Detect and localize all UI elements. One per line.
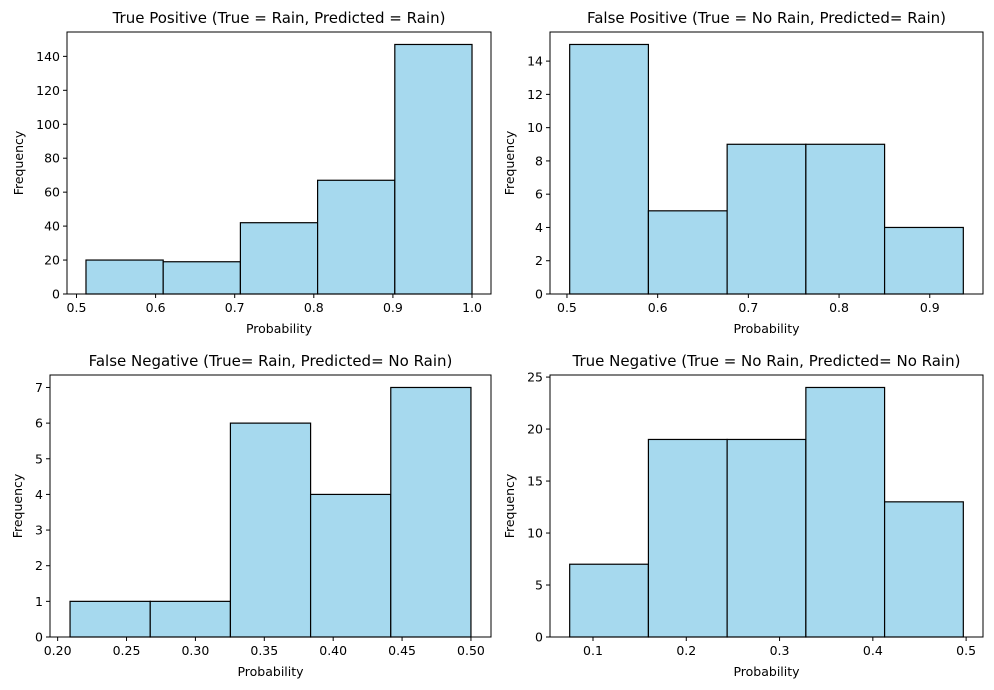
axes-frame <box>549 31 984 295</box>
x-tick-label: 0.30 <box>181 643 209 658</box>
y-tick-label: 25 <box>527 370 543 385</box>
histogram-bar <box>69 600 151 638</box>
histogram-bar <box>394 43 473 295</box>
y-tick-label: 20 <box>44 253 60 268</box>
y-tick-label: 0 <box>52 287 60 302</box>
histogram-bar <box>569 43 650 295</box>
histogram-bar <box>805 143 886 295</box>
y-tick-label: 10 <box>527 526 543 541</box>
histogram-bar <box>647 210 728 295</box>
x-tick-label: 0.5 <box>67 300 87 315</box>
y-tick-label: 4 <box>35 487 43 502</box>
histogram-bar <box>149 600 232 638</box>
x-tick-label: 0.45 <box>388 643 416 658</box>
histogram-bar <box>85 259 164 295</box>
x-tick-label: 0.2 <box>676 643 696 658</box>
histogram-bar <box>239 222 319 295</box>
y-tick-label: 5 <box>35 451 43 466</box>
y-tick-label: 2 <box>35 558 43 573</box>
histogram-bar <box>569 563 650 638</box>
x-tick-label: 0.7 <box>225 300 245 315</box>
y-tick-label: 10 <box>527 120 543 135</box>
x-tick-label: 0.4 <box>863 643 883 658</box>
y-tick-label: 7 <box>35 380 43 395</box>
x-tick-label: 0.20 <box>44 643 72 658</box>
y-tick-label: 12 <box>527 87 543 102</box>
chart-title: False Negative (True= Rain, Predicted= N… <box>89 352 453 370</box>
x-tick-label: 0.35 <box>250 643 278 658</box>
y-axis-label: Frequency <box>11 130 26 195</box>
y-tick-label: 0 <box>535 630 543 645</box>
histogram-bar <box>883 501 964 638</box>
axes-frame <box>49 374 492 638</box>
x-tick-label: 1.0 <box>462 300 482 315</box>
y-tick-label: 40 <box>44 219 60 234</box>
y-tick-label: 6 <box>35 416 43 431</box>
y-tick-label: 4 <box>535 220 543 235</box>
subplot-3: 0.20 0.25 0.30 0.35 0.40 0.45 0.50 0 1 2 3 4 5 6 7 Fals… <box>10 352 492 679</box>
y-tick-label: 3 <box>35 523 43 538</box>
subplot-4: 0.1 0.2 0.3 0.4 0.5 0 5 10 15 20 25 True Negative (… <box>502 352 984 679</box>
y-tick-label: 80 <box>44 151 60 166</box>
x-tick-label: 0.8 <box>829 300 849 315</box>
y-tick-label: 15 <box>527 474 543 489</box>
x-tick-label: 0.40 <box>319 643 347 658</box>
x-tick-label: 0.7 <box>738 300 758 315</box>
y-axis-label: Frequency <box>10 473 25 538</box>
x-axis-label: Probability <box>733 321 800 336</box>
y-tick-label: 0 <box>535 287 543 302</box>
x-tick-label: 0.3 <box>770 643 790 658</box>
histogram-bar <box>390 386 472 638</box>
x-axis-label: Probability <box>237 664 304 679</box>
chart-title: True Negative (True = No Rain, Predicted… <box>572 352 961 370</box>
subplot-2: 0.5 0.6 0.7 0.8 0.9 0 2 4 6 8 10 12 14 False Positive… <box>502 9 984 336</box>
x-tick-label: 0.50 <box>457 643 485 658</box>
x-tick-label: 0.9 <box>920 300 940 315</box>
chart-title: False Positive (True = No Rain, Predicte… <box>587 9 946 27</box>
histogram-bar <box>883 226 964 295</box>
subplot-1: 0.5 0.6 0.7 0.8 0.9 1.0 0 20 40 60 80 100 120 140 True… <box>11 9 492 336</box>
x-tick-label: 0.6 <box>146 300 166 315</box>
axes-frame <box>549 374 984 638</box>
axes-frame <box>66 31 492 295</box>
y-tick-label: 1 <box>35 594 43 609</box>
x-tick-label: 0.9 <box>383 300 403 315</box>
x-tick-label: 0.5 <box>956 643 976 658</box>
y-tick-label: 14 <box>527 54 543 69</box>
x-axis-label: Probability <box>246 321 313 336</box>
x-tick-label: 0.6 <box>648 300 668 315</box>
histogram-bar <box>162 261 241 295</box>
y-tick-label: 100 <box>36 117 60 132</box>
histogram-bar <box>726 438 807 638</box>
histogram-bar <box>309 493 392 638</box>
histogram-bar <box>317 179 396 295</box>
y-tick-label: 60 <box>44 185 60 200</box>
x-tick-label: 0.25 <box>113 643 141 658</box>
y-tick-label: 140 <box>36 49 60 64</box>
histogram-bar <box>229 422 312 638</box>
x-tick-label: 0.5 <box>557 300 577 315</box>
x-axis-label: Probability <box>733 664 800 679</box>
x-tick-label: 0.1 <box>583 643 603 658</box>
y-axis-label: Frequency <box>502 130 517 195</box>
y-tick-label: 0 <box>35 630 43 645</box>
y-tick-label: 120 <box>36 83 60 98</box>
y-tick-label: 6 <box>535 187 543 202</box>
x-tick-label: 0.8 <box>304 300 324 315</box>
histogram-bar <box>805 386 886 638</box>
y-axis-label: Frequency <box>502 473 517 538</box>
y-tick-label: 8 <box>535 153 543 168</box>
y-tick-label: 20 <box>527 422 543 437</box>
histogram-bar <box>647 438 728 638</box>
chart-title: True Positive (True = Rain, Predicted = … <box>112 9 446 27</box>
histogram-bar <box>726 143 807 295</box>
y-tick-label: 5 <box>535 578 543 593</box>
y-tick-label: 2 <box>535 253 543 268</box>
